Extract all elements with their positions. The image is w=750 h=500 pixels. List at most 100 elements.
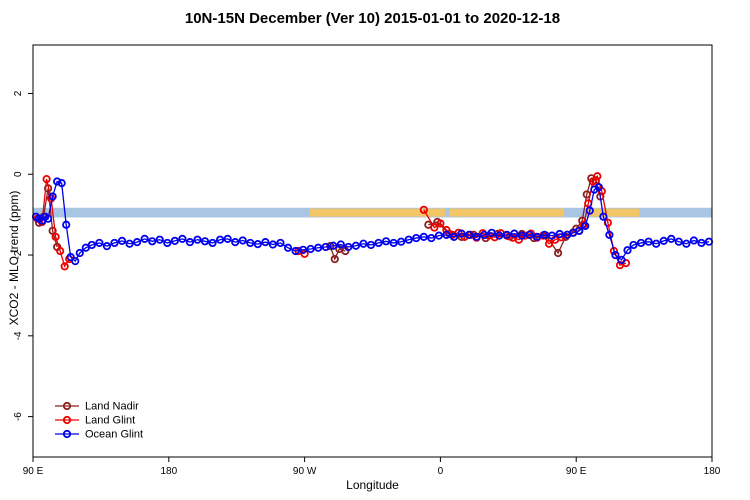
data-point <box>599 212 608 221</box>
data-point <box>306 244 315 254</box>
data-point <box>53 177 62 186</box>
data-point <box>359 239 368 248</box>
legend: Land Nadir Land Glint Ocean Glint <box>55 401 143 441</box>
data-point <box>48 226 57 235</box>
data-point <box>611 250 620 260</box>
data-point <box>517 231 526 240</box>
data-point <box>605 230 614 239</box>
data-point <box>261 238 270 247</box>
data-point <box>208 238 217 248</box>
data-point <box>283 243 293 252</box>
series-land-glint <box>33 172 631 271</box>
data-point <box>667 234 676 243</box>
legend-label: Land Nadir <box>85 401 139 413</box>
data-point <box>374 238 383 248</box>
data-point <box>449 232 459 241</box>
data-point <box>110 238 119 248</box>
chart-title: 10N-15N December (Ver 10) 2015-01-01 to … <box>184 10 561 27</box>
x-tick-label: 0 <box>438 466 444 477</box>
legend-marker-icon <box>62 429 72 439</box>
data-point <box>457 229 466 238</box>
data-point <box>555 229 564 239</box>
data-point <box>95 238 104 248</box>
data-point <box>381 237 391 246</box>
series-ocean-glint <box>31 177 714 266</box>
data-point <box>581 221 590 231</box>
data-point <box>185 238 195 247</box>
data-point <box>178 234 187 243</box>
data-point <box>464 230 474 239</box>
data-point <box>502 230 511 239</box>
y-tick-label: -6 <box>13 412 24 421</box>
data-point <box>617 255 626 264</box>
x-tick-label: 180 <box>160 466 177 477</box>
y-tick-label: 0 <box>13 171 24 177</box>
data-point <box>66 252 75 262</box>
data-point <box>268 240 278 249</box>
data-point <box>532 232 542 241</box>
data-point <box>62 220 71 229</box>
data-point <box>430 223 439 232</box>
data-point <box>495 231 504 240</box>
data-point <box>480 230 489 239</box>
data-point <box>102 242 112 251</box>
data-point <box>336 240 345 249</box>
x-tick-label: 180 <box>704 466 721 477</box>
data-point <box>57 179 66 188</box>
data-point <box>75 248 84 258</box>
data-point <box>155 235 164 244</box>
data-point <box>593 172 602 181</box>
data-point <box>51 232 60 241</box>
legend-label: Land Glint <box>85 415 135 427</box>
data-point <box>43 214 53 223</box>
data-point <box>594 183 603 192</box>
data-point <box>442 230 451 239</box>
data-point <box>636 238 646 248</box>
data-point <box>253 240 262 249</box>
data-point <box>603 218 612 227</box>
data-point <box>133 238 142 247</box>
data-point <box>344 242 353 252</box>
data-point <box>434 231 443 240</box>
data-point <box>71 256 80 266</box>
data-point <box>329 241 338 250</box>
data-point <box>442 225 451 235</box>
data-point <box>682 239 691 248</box>
y-tick-label: -4 <box>13 331 24 340</box>
data-point <box>540 230 549 239</box>
data-point <box>170 236 179 246</box>
data-point <box>575 226 584 235</box>
x-axis-label: Longitude <box>346 478 399 492</box>
data-point <box>300 249 309 258</box>
data-point <box>42 175 51 184</box>
x-tick-label: 90 E <box>23 466 44 477</box>
data-point <box>629 240 638 250</box>
data-point <box>200 237 210 246</box>
data-point <box>298 245 308 254</box>
data-point <box>366 240 376 250</box>
data-point <box>588 177 597 186</box>
data-point <box>585 206 594 215</box>
data-point <box>697 238 706 248</box>
data-point <box>404 235 413 244</box>
data-point <box>689 236 698 245</box>
data-point <box>117 236 127 246</box>
data-point <box>389 238 398 248</box>
data-point <box>547 231 557 240</box>
data-point <box>623 246 632 255</box>
legend-marker-icon <box>62 401 72 411</box>
data-point <box>87 240 96 250</box>
data-point <box>276 238 285 248</box>
data-point <box>472 232 481 241</box>
data-point <box>48 192 57 201</box>
data-point <box>193 235 202 244</box>
data-point <box>291 246 300 256</box>
data-point <box>163 238 172 248</box>
data-point <box>652 239 661 248</box>
x-tick-label: 90 E <box>566 466 587 477</box>
data-point <box>525 230 534 239</box>
y-axis-label: XCO2 - MLO trend (ppm) <box>7 190 21 326</box>
data-point <box>148 237 157 246</box>
